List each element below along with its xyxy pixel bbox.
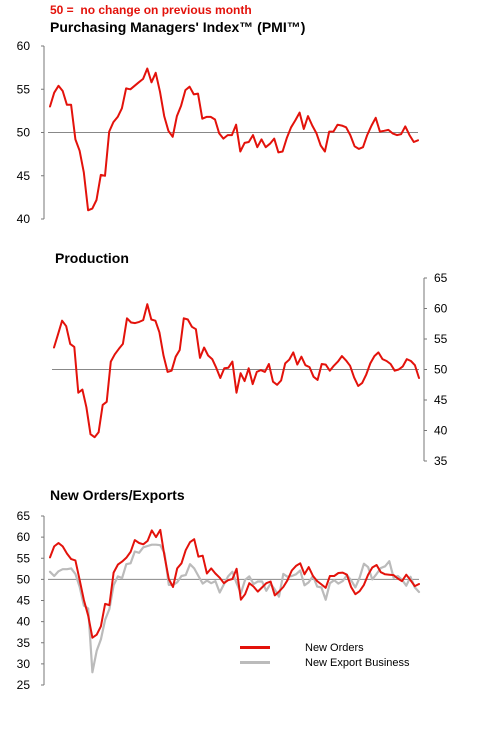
chart-2-tick-label: 35 (17, 636, 31, 650)
legend-label-new-orders: New Orders (305, 641, 364, 654)
chart-2-tick-label: 25 (17, 678, 31, 692)
chart-2-series-new-export-business (48, 543, 421, 674)
chart-2-tick-label: 50 (17, 572, 31, 586)
orders-exports-chart-title: New Orders/Exports (50, 487, 185, 503)
chart-note: 50 = no change on previous month (50, 3, 252, 17)
chart-0-tick-label: 60 (17, 39, 31, 53)
chart-1-series-line (53, 303, 420, 439)
chart-1-tick-label: 35 (434, 454, 448, 468)
chart-0-series-line (49, 67, 419, 212)
legend-item-new-orders: New Orders (240, 640, 410, 655)
legend-label-new-export-business: New Export Business (305, 656, 410, 669)
chart-2-tick-label: 55 (17, 551, 31, 565)
chart-2-tick-label: 60 (17, 530, 31, 544)
chart-1-tick-label: 40 (434, 424, 448, 438)
chart-1-tick-label: 65 (434, 271, 448, 285)
chart-2-tick-label: 40 (17, 615, 31, 629)
new-orders-swatch (240, 646, 270, 649)
chart-0-tick-label: 45 (17, 169, 31, 183)
chart-0-tick-label: 50 (17, 126, 31, 140)
chart-2-tick-label: 45 (17, 594, 31, 608)
chart-1-tick-label: 60 (434, 302, 448, 316)
chart-1-tick-label: 55 (434, 332, 448, 346)
pmi-chart-title: Purchasing Managers' Index™ (PMI™) (50, 19, 306, 35)
chart-0-tick-label: 40 (17, 212, 31, 226)
legend-item-new-export-business: New Export Business (240, 655, 410, 670)
legend: New Orders New Export Business (240, 640, 410, 670)
production-chart-title: Production (55, 250, 129, 266)
chart-1-tick-label: 45 (434, 393, 448, 407)
chart-2-tick-label: 65 (17, 509, 31, 523)
new-export-business-swatch (240, 661, 270, 664)
chart-2-series-new-orders (49, 528, 420, 639)
chart-0-tick-label: 55 (17, 82, 31, 96)
chart-1-tick-label: 50 (434, 363, 448, 377)
chart-2-tick-label: 30 (17, 657, 31, 671)
